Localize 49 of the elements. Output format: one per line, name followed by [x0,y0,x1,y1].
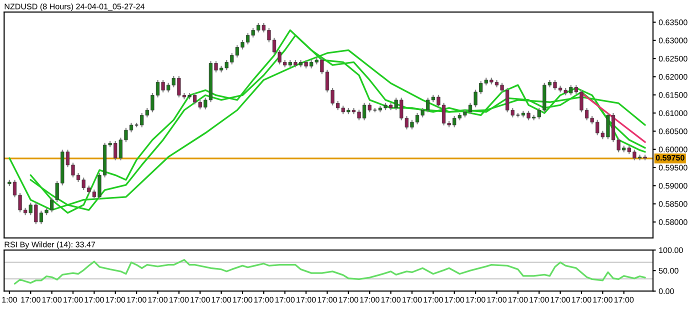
x-tick-label: 17:00 [466,296,486,303]
x-tick-label: 17:00 [212,296,232,303]
y-tick-label: 0.61500 [658,92,688,98]
ref-line-label: 0.59750 [656,154,684,161]
chart-title: RSI By Wilder (14): 33.47 [4,241,96,249]
x-tick-label: 17:00 [233,296,252,303]
x-tick-label: 17:00 [106,296,126,303]
x-tick-label: 17:00 [127,296,146,303]
x-tick-label: 17:00 [42,296,62,303]
x-tick-label: 17:00 [318,296,338,303]
x-tick-label: 17:00 [21,296,40,303]
line-series [14,259,646,285]
y-tick-label: 0.61000 [658,110,688,116]
x-tick-label: 17:00 [296,296,316,303]
x-tick-label: 17:00 [508,296,528,303]
x-tick-label: 17:00 [572,296,592,303]
y-tick-label: 0.59500 [658,164,688,171]
y-tick-label: 0.60500 [658,128,688,134]
y-tick-label: 0.58500 [658,201,688,207]
x-tick-label: 17:00 [487,296,507,303]
y-tick-label: 100.00 [659,247,683,254]
x-tick-label: 17:00 [338,296,358,303]
x-tick-label: 17:00 [190,296,210,303]
y-tick-label: 0.62000 [658,74,688,80]
y-tick-label: 0.62500 [658,56,688,62]
x-tick-label: 17:00 [593,296,612,303]
x-tick-label: 17:00 [148,296,168,303]
x-tick-label: 1:00 [2,296,17,303]
x-tick-label: 17:00 [254,296,274,303]
y-tick-label: 0.60000 [658,146,688,152]
x-tick-label: 17:00 [444,296,464,303]
x-tick-label: 17:00 [169,296,189,303]
x-tick-label: 17:00 [550,296,570,303]
x-tick-label: 17:00 [614,296,634,303]
y-tick-label: 0.59000 [658,182,688,189]
x-tick-label: 17:00 [381,296,401,303]
x-tick-label: 17:00 [64,296,83,303]
chart-title: NZDUSD (8 Hours) 24-04-01_05-27-24 [4,3,144,11]
x-tick-label: 17:00 [424,296,443,303]
y-tick-label: 0.00 [658,288,674,294]
y-tick-label: 50.00 [658,268,678,274]
y-tick-label: 0.58000 [658,219,688,225]
y-tick-label: 0.63500 [658,20,688,26]
x-tick-label: 17:00 [275,296,295,303]
y-tick-label: 0.63000 [658,38,688,44]
x-tick-label: 17:00 [402,296,422,303]
x-tick-label: 17:00 [360,296,380,303]
x-tick-label: 17:00 [530,296,549,303]
x-tick-label: 17:00 [84,296,104,303]
